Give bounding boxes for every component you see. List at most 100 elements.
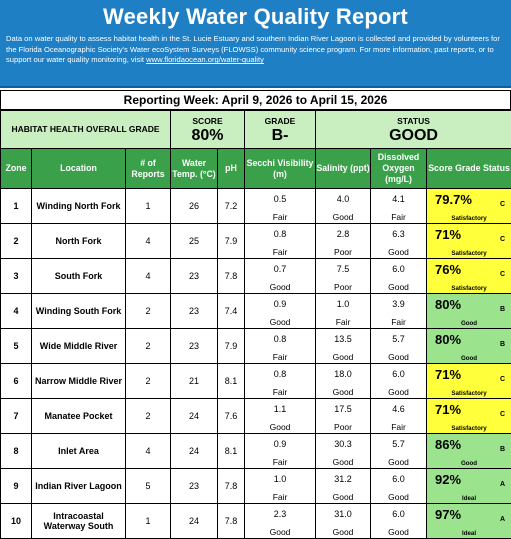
col-secchi: Secchi Visibility (m) (245, 149, 316, 189)
salinity-cell: 7.5 Poor (316, 259, 371, 294)
report-count: 1 (126, 189, 171, 224)
status-label: STATUS (316, 116, 511, 127)
report-count: 2 (126, 364, 171, 399)
zone-status: Ideal (427, 530, 511, 537)
salinity-value: 13.5 (316, 334, 370, 344)
overall-grade-cell: GRADE B- (245, 111, 316, 149)
zone-status: Good (427, 320, 511, 327)
overall-status-cell: STATUS GOOD (316, 111, 511, 149)
salinity-cell: 17.5 Poor (316, 399, 371, 434)
secchi-rating: Fair (245, 247, 315, 257)
secchi-rating: Fair (245, 492, 315, 502)
ph-value: 8.1 (218, 434, 245, 469)
zone-status: Satisfactory (427, 390, 511, 397)
zone-score: 80% (435, 332, 461, 347)
oxygen-value: 6.0 (371, 509, 426, 519)
zone-score: 92% (435, 472, 461, 487)
water-quality-table: HABITAT HEALTH OVERALL GRADE SCORE 80% G… (0, 110, 511, 539)
zone-grade: C (500, 376, 505, 383)
zone-score: 76% (435, 262, 461, 277)
zone-status: Satisfactory (427, 215, 511, 222)
zone-grade: C (500, 236, 505, 243)
report-title: Weekly Water Quality Report (0, 0, 511, 30)
reporting-week: Reporting Week: April 9, 2026 to April 1… (0, 90, 511, 110)
location-name: Manatee Pocket (32, 399, 126, 434)
salinity-value: 2.8 (316, 229, 370, 239)
water-quality-link[interactable]: www.floridaocean.org/water-quality (146, 55, 264, 64)
zone-score: 71% (435, 402, 461, 417)
water-temp: 24 (171, 434, 218, 469)
salinity-value: 18.0 (316, 369, 370, 379)
salinity-rating: Poor (316, 422, 370, 432)
zone-score: 80% (435, 297, 461, 312)
salinity-value: 17.5 (316, 404, 370, 414)
report-header: Weekly Water Quality Report Data on wate… (0, 0, 511, 88)
ph-value: 7.2 (218, 189, 245, 224)
secchi-rating: Fair (245, 457, 315, 467)
report-count: 2 (126, 399, 171, 434)
secchi-rating: Good (245, 317, 315, 327)
grade-label: GRADE (245, 116, 315, 127)
salinity-rating: Poor (316, 282, 370, 292)
zone-grade: B (500, 446, 505, 453)
location-name: Inlet Area (32, 434, 126, 469)
location-name: North Fork (32, 224, 126, 259)
oxygen-value: 6.0 (371, 264, 426, 274)
water-temp: 26 (171, 189, 218, 224)
secchi-rating: Fair (245, 212, 315, 222)
oxygen-rating: Good (371, 492, 426, 502)
salinity-rating: Good (316, 492, 370, 502)
zone-status: Satisfactory (427, 285, 511, 292)
zone-grade: A (500, 481, 505, 488)
oxygen-rating: Good (371, 247, 426, 257)
secchi-value: 0.8 (245, 369, 315, 379)
location-name: Narrow Middle River (32, 364, 126, 399)
water-temp: 23 (171, 259, 218, 294)
ph-value: 7.6 (218, 399, 245, 434)
col-ph: pH (218, 149, 245, 189)
report-count: 4 (126, 224, 171, 259)
oxygen-value: 6.0 (371, 369, 426, 379)
salinity-value: 4.0 (316, 194, 370, 204)
water-temp: 23 (171, 329, 218, 364)
report-count: 1 (126, 504, 171, 539)
report-count: 2 (126, 294, 171, 329)
salinity-value: 1.0 (316, 299, 370, 309)
oxygen-cell: 6.0 Good (371, 259, 427, 294)
secchi-value: 0.8 (245, 334, 315, 344)
ph-value: 7.8 (218, 469, 245, 504)
oxygen-value: 4.6 (371, 404, 426, 414)
col-dissolved-oxygen: Dissolved Oxygen (mg/L) (371, 149, 427, 189)
zone-score: 86% (435, 437, 461, 452)
oxygen-rating: Good (371, 527, 426, 537)
oxygen-value: 5.7 (371, 439, 426, 449)
secchi-value: 0.8 (245, 229, 315, 239)
oxygen-rating: Good (371, 282, 426, 292)
zone-grade: B (500, 306, 505, 313)
col-score-grade-status: Score Grade Status (427, 149, 511, 189)
oxygen-rating: Good (371, 457, 426, 467)
oxygen-value: 4.1 (371, 194, 426, 204)
zone-grade: A (500, 516, 505, 523)
salinity-value: 30.3 (316, 439, 370, 449)
zone-score: 71% (435, 227, 461, 242)
salinity-value: 7.5 (316, 264, 370, 274)
